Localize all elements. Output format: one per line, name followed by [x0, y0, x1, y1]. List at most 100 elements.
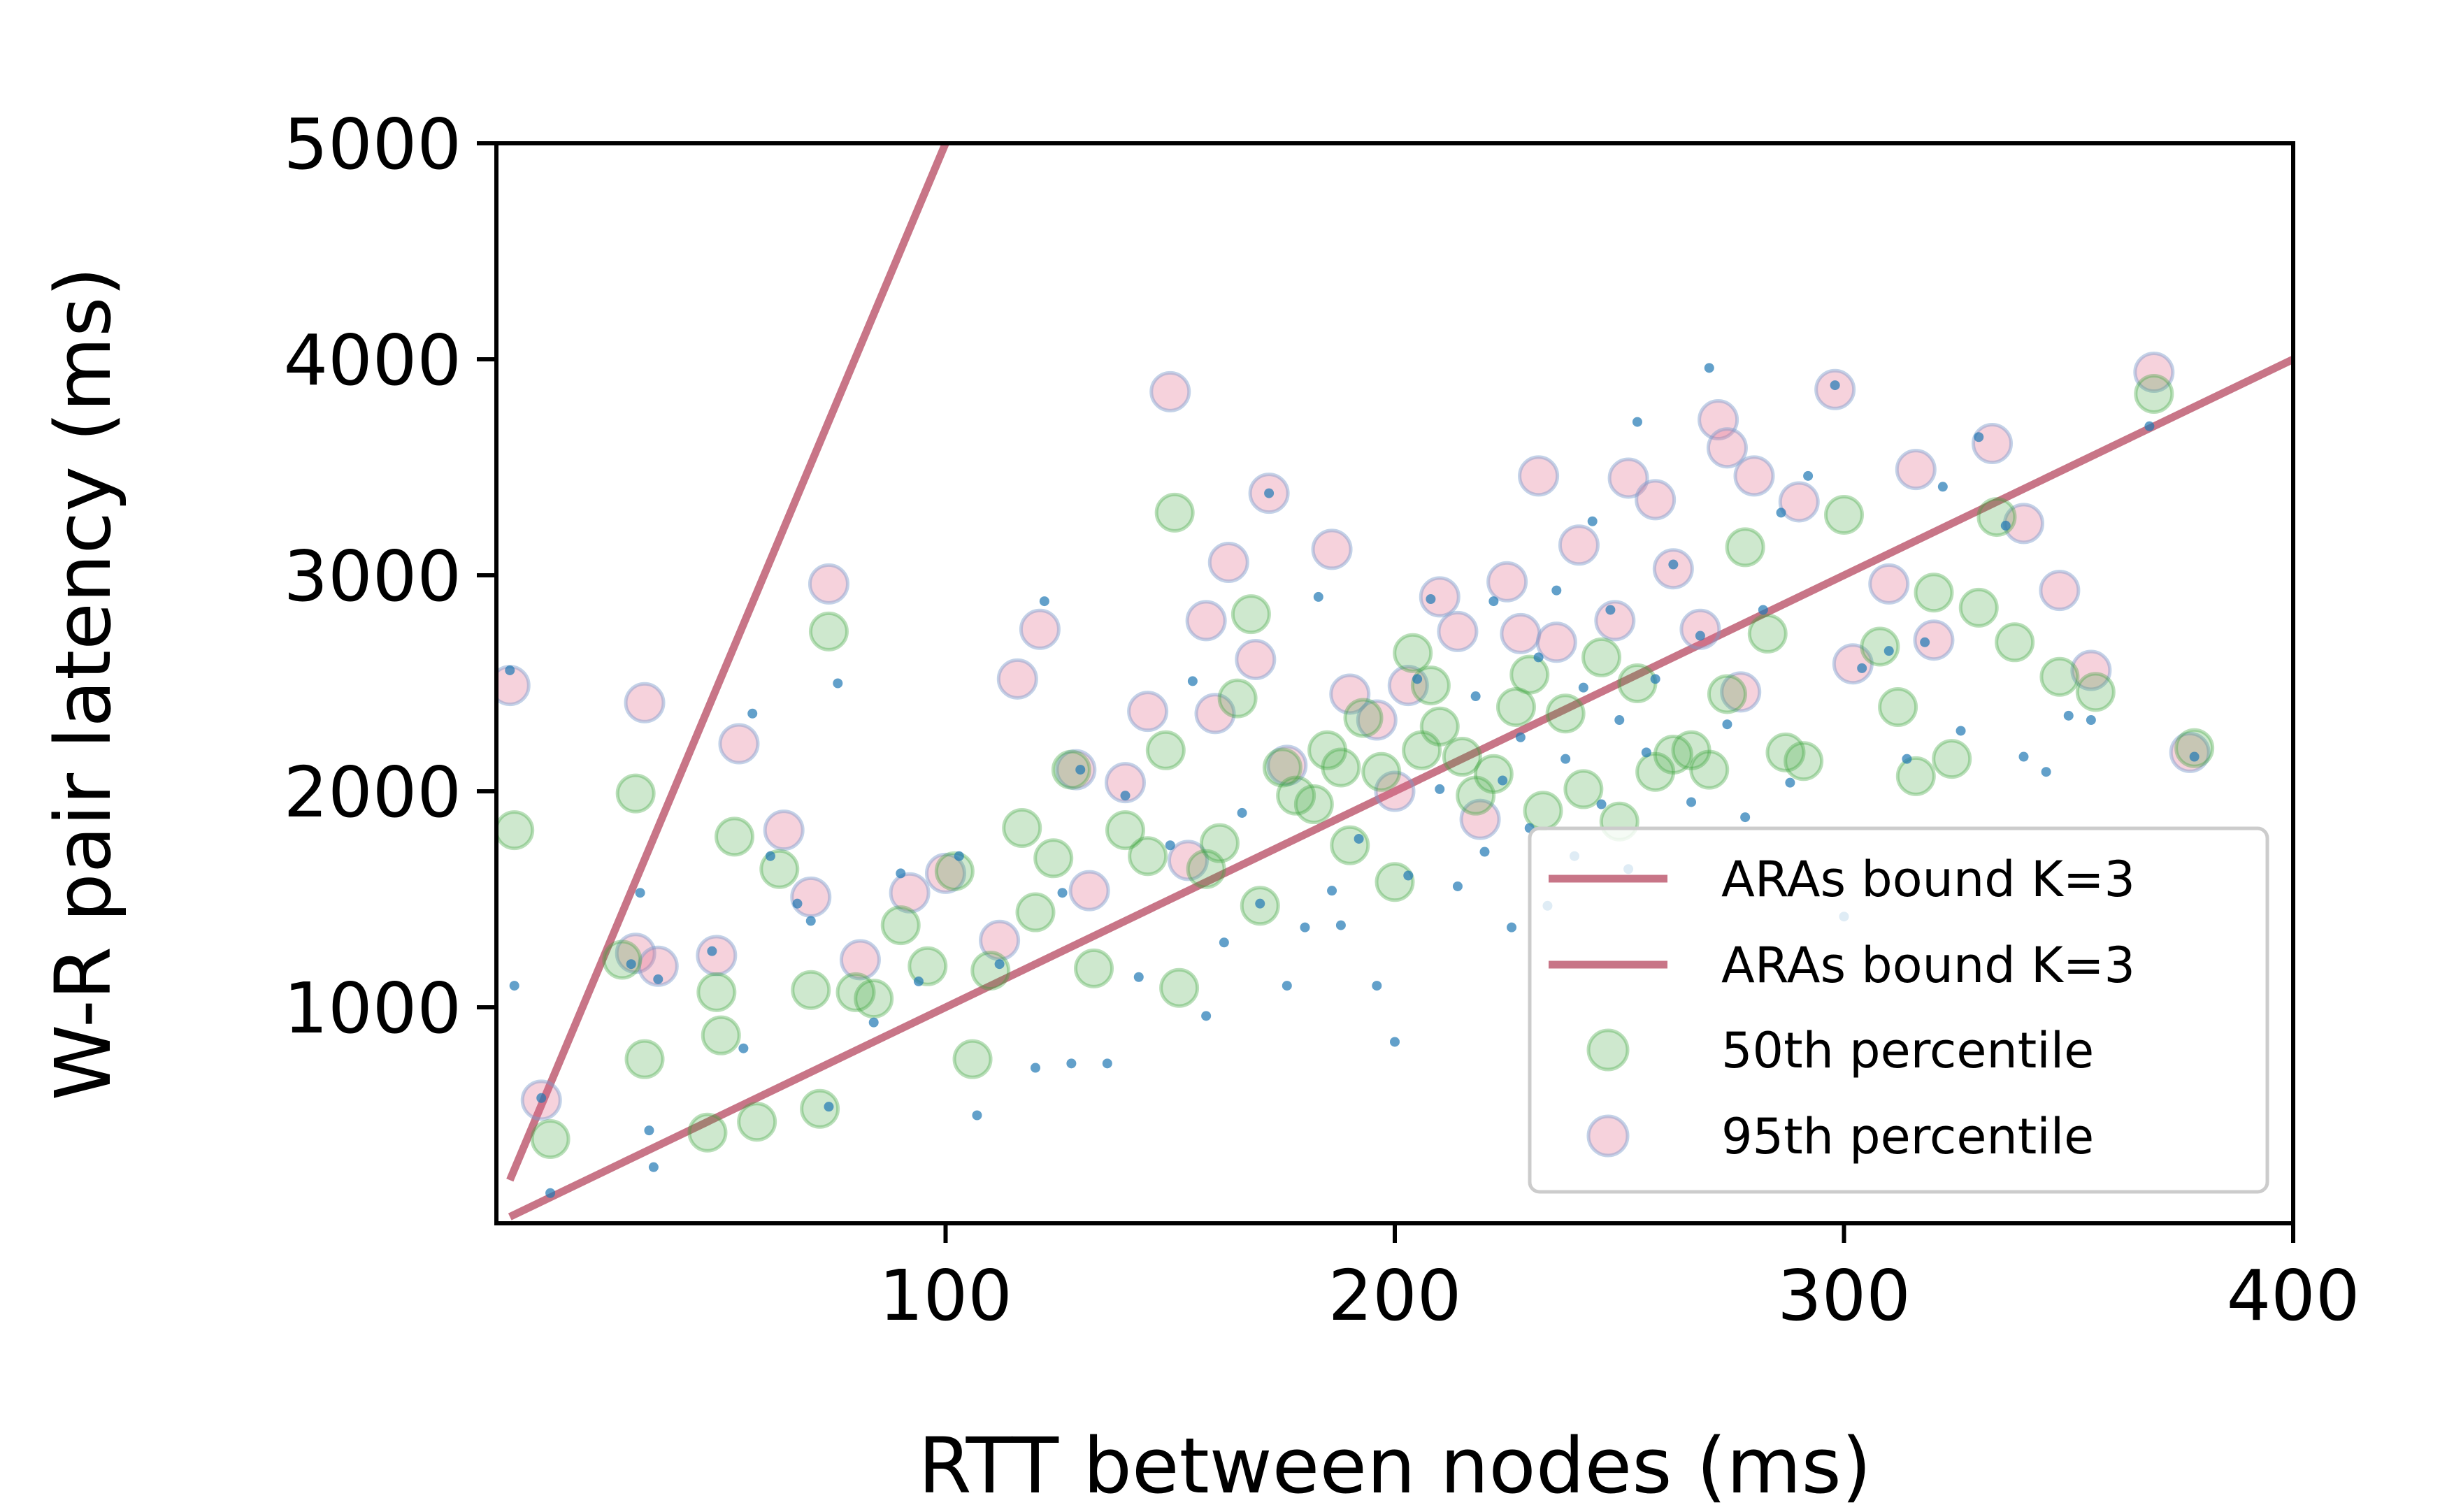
point-95th [1558, 524, 1600, 566]
point-95th [925, 852, 966, 894]
point-50th [1307, 730, 1348, 770]
point-95th [996, 658, 1038, 700]
point-sample [626, 959, 636, 970]
point-50th [1895, 756, 1936, 796]
point-sample [1758, 605, 1768, 615]
point-sample [1883, 646, 1894, 656]
point-50th [1617, 663, 1658, 703]
y-axis-label: W-R pair latency (ms) [38, 267, 128, 1101]
point-sample [1902, 754, 1912, 764]
point-50th [808, 611, 849, 651]
y-tick-label: 4000 [284, 319, 462, 401]
point-95th [1167, 840, 1209, 881]
point-95th [1535, 621, 1577, 663]
point-50th [701, 1015, 741, 1056]
point-95th [1207, 541, 1249, 583]
point-sample [1668, 559, 1679, 570]
point-50th [1495, 686, 1536, 727]
point-sample [2041, 767, 2051, 777]
y-tick-label: 3000 [284, 535, 462, 617]
point-50th [1375, 862, 1415, 902]
point-50th [624, 1039, 665, 1079]
y-tick-label: 1000 [284, 967, 462, 1049]
point-50th [952, 1039, 993, 1079]
point-95th [1832, 643, 1874, 685]
point-sample [1551, 585, 1562, 596]
point-50th [1230, 594, 1271, 635]
point-sample [1740, 812, 1751, 823]
point-50th [1635, 751, 1676, 792]
point-sample [1956, 726, 1966, 736]
point-50th [1747, 613, 1788, 654]
point-50th [1276, 775, 1316, 816]
point-50th [1074, 948, 1114, 988]
point-sample [1426, 593, 1436, 604]
point-sample [1488, 596, 1499, 607]
legend-marker-95th [1586, 1114, 1630, 1158]
point-50th [1321, 747, 1361, 788]
point-95th [889, 872, 931, 914]
point-50th [1473, 754, 1514, 794]
point-sample [653, 974, 663, 984]
point-50th [1393, 633, 1433, 673]
point-sample [1031, 1063, 1040, 1073]
point-sample [1039, 596, 1049, 607]
point-sample [1785, 777, 1795, 788]
legend-label-95th: 95th percentile [1721, 1108, 2094, 1165]
point-sample [1857, 663, 1867, 673]
bound-lines [506, 143, 2293, 1221]
point-50th [1581, 637, 1622, 677]
point-sample [1596, 799, 1607, 809]
point-50th [1765, 732, 1806, 772]
point-95th [1374, 770, 1416, 812]
point-50th [800, 1088, 840, 1129]
point-sample [2189, 751, 2200, 762]
point-50th [2174, 728, 2215, 768]
point-50th [1343, 698, 1384, 738]
point-50th [1545, 693, 1586, 734]
point-sample [1830, 380, 1840, 391]
point-95th [1500, 612, 1542, 654]
x-tick-label: 200 [1328, 1255, 1462, 1337]
point-sample [1120, 791, 1131, 801]
point-sample [1282, 981, 1292, 991]
point-95th [1105, 762, 1146, 804]
x-tick-label: 400 [2227, 1255, 2360, 1337]
point-sample [1686, 797, 1697, 807]
point-50th [1976, 497, 2017, 538]
point-sample [1300, 922, 1310, 933]
point-sample [1470, 691, 1481, 702]
point-95th [624, 682, 666, 723]
point-sample [1335, 920, 1346, 930]
point-50th [1995, 622, 2035, 663]
data-points [496, 352, 2215, 1198]
point-sample [2018, 751, 2029, 762]
point-95th [1698, 399, 1739, 441]
point-50th [1159, 967, 1200, 1008]
point-sample [545, 1188, 556, 1198]
point-95th [1594, 600, 1636, 642]
point-95th [763, 809, 805, 851]
point-sample [1390, 1037, 1400, 1047]
point-95th [2070, 649, 2112, 691]
point-50th [2134, 373, 2174, 414]
point-50th [1361, 751, 1402, 792]
point-sample [913, 976, 924, 986]
point-sample [1614, 715, 1625, 726]
point-50th [602, 939, 643, 980]
point-95th [1068, 870, 1110, 912]
point-50th [934, 851, 975, 891]
point-50th [1262, 747, 1303, 788]
legend-marker-50th [1586, 1028, 1630, 1072]
legend-label-50th: 50th percentile [1721, 1022, 2094, 1079]
point-95th [1019, 608, 1061, 650]
point-95th [2169, 731, 2211, 773]
point-95th [790, 876, 832, 918]
y-axis: 1000 2000 3000 4000 5000 [284, 103, 496, 1049]
point-50th [1689, 749, 1730, 790]
point-50th [1653, 734, 1693, 775]
point-sample [707, 946, 717, 956]
point-sample [738, 1043, 749, 1053]
point-50th [1293, 784, 1334, 825]
